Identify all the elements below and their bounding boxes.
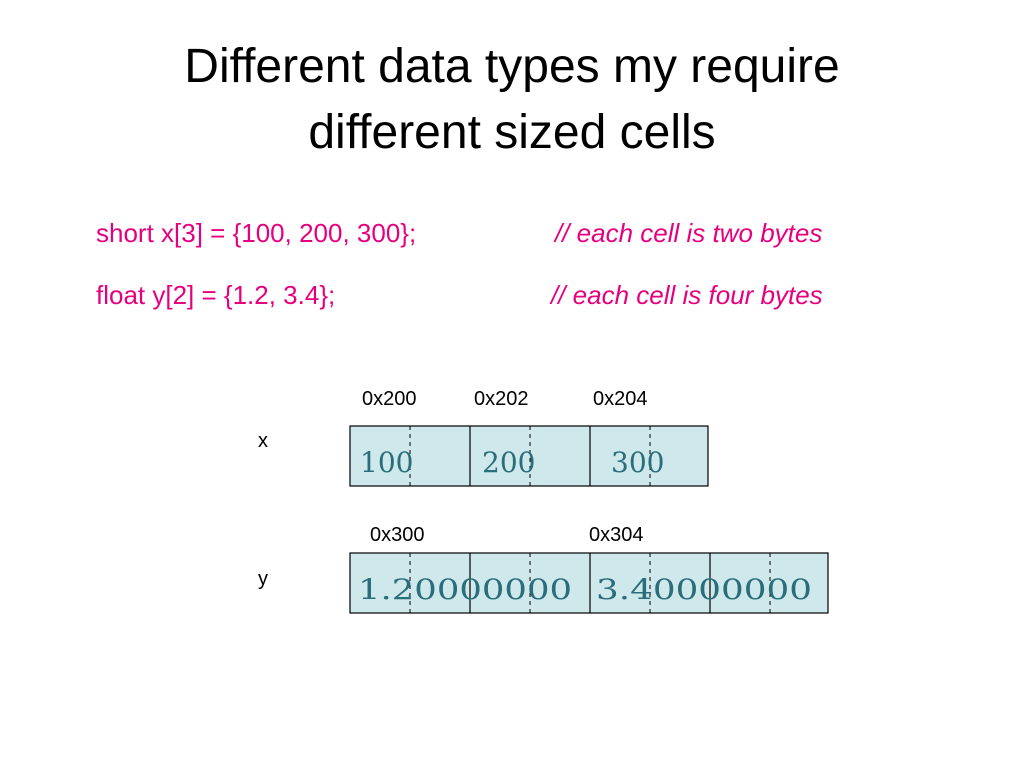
cell-value: 100 bbox=[360, 446, 413, 479]
cell-value: 1.20000000 bbox=[358, 573, 572, 606]
address: 0x202 bbox=[474, 388, 529, 410]
cell-value: 300 bbox=[611, 446, 664, 479]
title-line: different sized cells bbox=[308, 106, 715, 159]
address: 0x200 bbox=[362, 388, 417, 410]
cell-value: 200 bbox=[482, 446, 535, 479]
array-label: x bbox=[258, 430, 268, 452]
cell-value: 3.40000000 bbox=[596, 573, 812, 606]
address: 0x204 bbox=[593, 388, 648, 410]
code-comment: // each cell is two bytes bbox=[553, 218, 822, 248]
title-line: Different data types my require bbox=[184, 40, 839, 93]
address: 0x304 bbox=[589, 524, 644, 546]
code-statement: short x[3] = {100, 200, 300}; bbox=[96, 218, 416, 248]
code-comment: // each cell is four bytes bbox=[549, 280, 823, 310]
code-statement: float y[2] = {1.2, 3.4}; bbox=[96, 280, 335, 310]
address: 0x300 bbox=[370, 524, 425, 546]
array-label: y bbox=[258, 568, 268, 590]
memory-row bbox=[349, 552, 829, 614]
